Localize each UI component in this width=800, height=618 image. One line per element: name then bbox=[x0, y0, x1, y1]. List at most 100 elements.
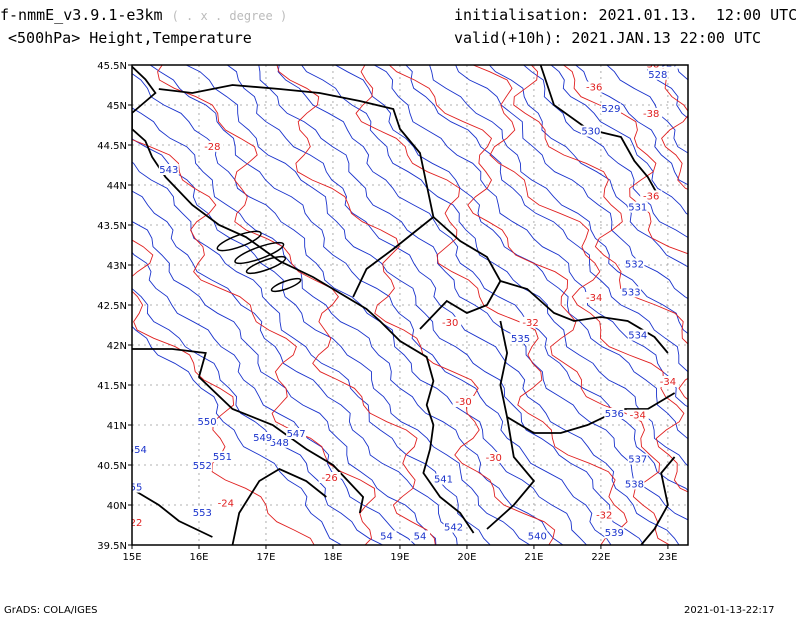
island-outline bbox=[216, 230, 262, 252]
height-contour-line bbox=[574, 65, 688, 186]
y-tick-label: 42.5N bbox=[97, 301, 127, 312]
height-contour-line bbox=[132, 161, 491, 545]
height-label-bg bbox=[604, 527, 625, 539]
height-contour-label: 536 bbox=[605, 409, 624, 420]
temperature-contour-line bbox=[157, 65, 436, 545]
height-contour-line bbox=[132, 325, 343, 545]
height-label-bg bbox=[600, 103, 621, 115]
temperature-contour-label: -38 bbox=[643, 109, 659, 120]
border-line bbox=[640, 456, 676, 545]
y-tick-label: 40N bbox=[107, 501, 127, 512]
temperature-label-bg bbox=[640, 108, 663, 119]
temperature-contours bbox=[132, 65, 688, 545]
border-line bbox=[132, 65, 475, 534]
temperature-label-bg bbox=[583, 81, 606, 93]
height-contour-line bbox=[405, 65, 688, 373]
height-label-bg bbox=[212, 451, 233, 463]
y-tick-label: 43.5N bbox=[97, 221, 127, 232]
temperature-contour-line bbox=[388, 65, 671, 545]
height-label-bg bbox=[627, 201, 648, 213]
longitude-labels: 15E 16E 17E 18E 19E 20E 21E 22E 23E bbox=[122, 552, 677, 563]
height-label-bg bbox=[192, 507, 213, 519]
height-label-bg bbox=[192, 460, 213, 471]
height-contour-label: 552 bbox=[193, 461, 212, 472]
temperature-label-bg bbox=[132, 516, 148, 528]
height-contour-label: 541 bbox=[434, 475, 453, 486]
height-contour-label: 543 bbox=[159, 165, 178, 176]
x-tick-label: 22E bbox=[591, 552, 610, 563]
temperature-contour-label: -38 bbox=[643, 59, 659, 70]
x-tick-label: 19E bbox=[390, 552, 409, 563]
border-line bbox=[500, 280, 669, 354]
height-contour-label: 553 bbox=[193, 508, 212, 519]
height-contour-label: 542 bbox=[444, 523, 463, 534]
height-contour-label: 55 bbox=[130, 483, 143, 494]
temperature-label-bg bbox=[593, 509, 616, 521]
x-tick-label: 15E bbox=[122, 552, 141, 563]
height-contour-line bbox=[300, 65, 688, 467]
height-contour-label: 534 bbox=[628, 331, 647, 342]
temperature-contour-line bbox=[132, 239, 315, 545]
temperature-contour-label: -32 bbox=[522, 318, 538, 329]
border-line bbox=[419, 216, 502, 330]
height-label-bg bbox=[376, 530, 397, 542]
height-contour-line bbox=[132, 190, 458, 545]
border-line bbox=[132, 348, 365, 514]
height-label-bg bbox=[624, 258, 645, 270]
height-contour-line bbox=[132, 107, 564, 545]
height-contour-line bbox=[185, 65, 645, 545]
temperature-label-bg bbox=[201, 140, 224, 152]
height-contour-label: 540 bbox=[528, 531, 547, 542]
temperature-label-bg bbox=[439, 316, 462, 328]
temperature-label-bg bbox=[640, 65, 663, 70]
temperature-contour-line bbox=[471, 65, 688, 493]
temperature-label-bg bbox=[626, 409, 649, 421]
height-contour-label: 54 bbox=[414, 531, 427, 542]
units-label: ( . x . degree ) bbox=[171, 9, 288, 23]
temperature-contour-label: -32 bbox=[596, 511, 612, 522]
temperature-contour-label: -34 bbox=[586, 293, 602, 304]
height-contour-line bbox=[488, 65, 688, 268]
y-tick-label: 45N bbox=[107, 101, 127, 112]
y-tick-label: 43N bbox=[107, 261, 127, 272]
height-label-bg bbox=[410, 530, 431, 542]
y-tick-label: 39.5N bbox=[97, 541, 127, 552]
height-contour-label: 539 bbox=[605, 528, 624, 539]
latitude-labels: 45.5N 45N 44.5N 44N 43.5N 43N 42.5N 42N 41.5N 41N… bbox=[97, 61, 127, 552]
height-contour-line bbox=[550, 65, 688, 215]
height-label-bg bbox=[621, 286, 642, 298]
temperature-contour-label: -36 bbox=[586, 83, 602, 94]
init-time: initialisation: 2021.01.13. 12:00 UTC bbox=[454, 6, 798, 24]
island-outline bbox=[245, 255, 287, 275]
border-line bbox=[231, 467, 327, 545]
temperature-label-bg bbox=[318, 472, 341, 483]
height-contour-line bbox=[132, 138, 531, 545]
coastline-borders bbox=[132, 65, 676, 545]
temperature-contour-line bbox=[562, 65, 688, 255]
temperature-label-bg bbox=[452, 396, 475, 407]
height-label-bg bbox=[527, 530, 548, 542]
border-line bbox=[132, 488, 213, 538]
height-contour-label: 531 bbox=[628, 203, 647, 214]
y-tick-label: 45.5N bbox=[97, 61, 127, 72]
height-contour-label: 533 bbox=[622, 287, 641, 298]
height-contour-label: 529 bbox=[601, 104, 620, 115]
temperature-contour-label: -34 bbox=[660, 377, 676, 388]
lat-lon-grid bbox=[132, 65, 688, 545]
height-label-bg bbox=[269, 436, 290, 448]
height-contour-line bbox=[643, 65, 688, 119]
height-contour-line bbox=[699, 55, 800, 555]
temperature-label-bg bbox=[214, 497, 237, 509]
height-contour-line bbox=[226, 65, 680, 545]
height-contour-label: 551 bbox=[213, 452, 232, 463]
height-label-bg bbox=[158, 164, 179, 175]
height-contour-label: 550 bbox=[197, 417, 216, 428]
height-label-bg bbox=[627, 453, 648, 465]
temperature-label-bg bbox=[519, 316, 542, 328]
temperature-label-bg bbox=[583, 292, 606, 303]
y-tick-label: 44.5N bbox=[97, 141, 127, 152]
x-tick-label: 17E bbox=[256, 552, 275, 563]
height-contour-label: 549 bbox=[253, 433, 272, 444]
